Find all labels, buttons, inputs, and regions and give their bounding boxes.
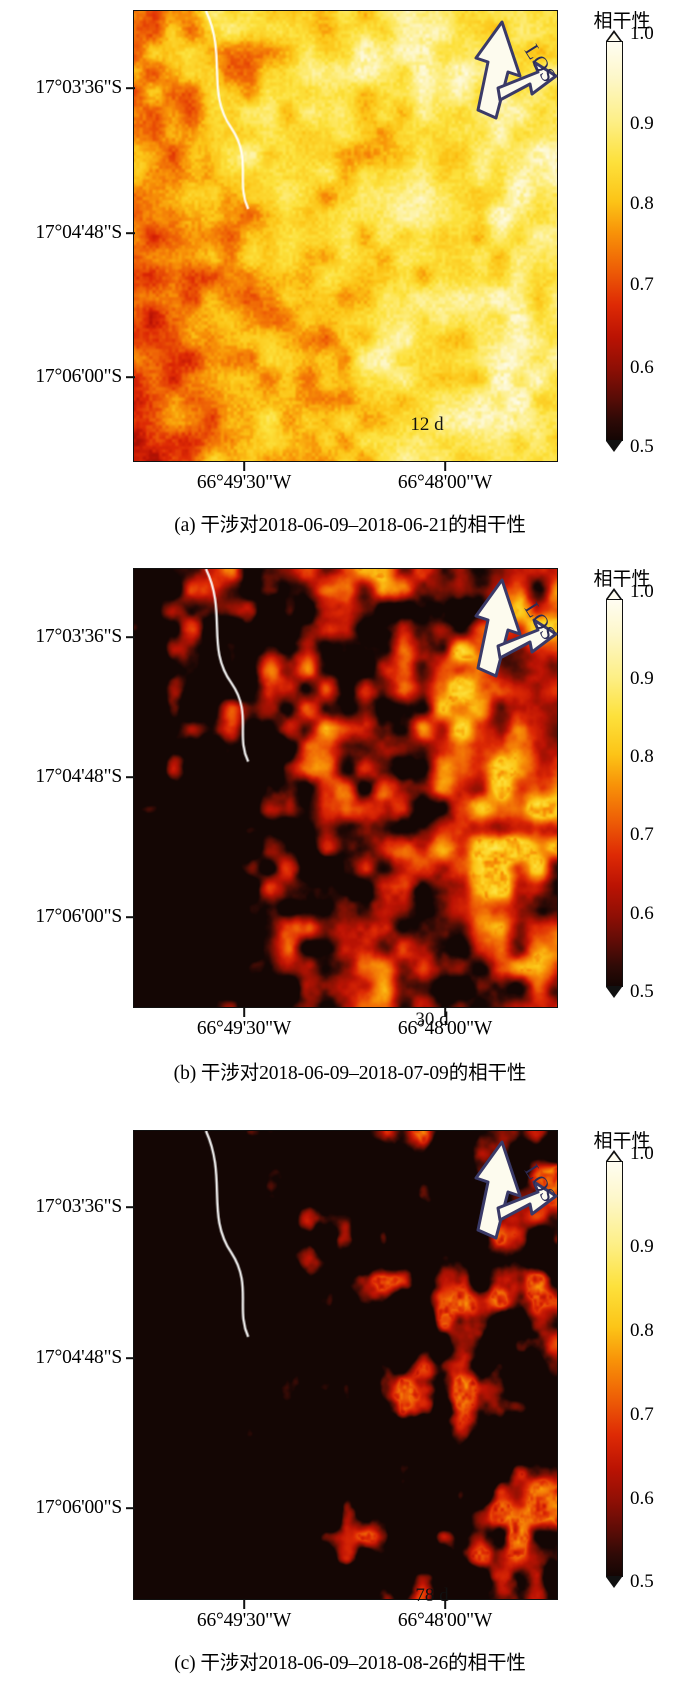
y-tick-c-2 xyxy=(126,1507,135,1509)
colorbar-tick-c-3: 0.7 xyxy=(630,1404,654,1425)
colorbar-tick-c-5: 0.5 xyxy=(630,1571,654,1592)
y-axis-label-a-1: 17°04'48"S xyxy=(35,222,122,243)
x-axis-label-c-0: 66°49'30"W xyxy=(196,1610,292,1631)
y-tick-a-0 xyxy=(126,87,135,89)
panel-c: 17°03'36"S 17°04'48"S 17°06'00"S 66°49'3… xyxy=(0,1108,700,1704)
los-indicator-b: LOS xyxy=(468,572,561,682)
x-tick-a-1 xyxy=(444,462,446,471)
colorbar-tick-c-4: 0.6 xyxy=(630,1488,654,1509)
colorbar-tick-b-5: 0.5 xyxy=(630,981,654,1002)
los-indicator-a: LOS xyxy=(468,14,561,124)
y-tick-b-1 xyxy=(126,776,135,778)
y-tick-a-2 xyxy=(126,376,135,378)
y-axis-label-b-0: 17°03'36"S xyxy=(35,626,122,647)
colorbar-tick-c-2: 0.8 xyxy=(630,1320,654,1341)
y-axis-label-a-2: 17°06'00"S xyxy=(35,366,122,387)
colorbar-tick-a-1: 0.9 xyxy=(630,113,654,134)
colorbar-title-a: 相干性 xyxy=(593,11,651,32)
x-axis-label-a-1: 66°48'00"W xyxy=(397,472,493,493)
colorbar-tick-a-4: 0.6 xyxy=(630,357,654,378)
colorbar-tick-a-2: 0.8 xyxy=(630,193,654,214)
colorbar-tick-b-0: 1.0 xyxy=(630,581,654,602)
y-axis-label-a-0: 17°03'36"S xyxy=(35,77,122,98)
y-tick-b-0 xyxy=(126,636,135,638)
colorbar-bottom-cap-b xyxy=(606,987,622,998)
y-axis-label-b-1: 17°04'48"S xyxy=(35,766,122,787)
x-axis-label-a-0: 66°49'30"W xyxy=(196,472,292,493)
x-tick-c-1 xyxy=(444,1600,446,1609)
colorbar-b xyxy=(606,599,623,987)
x-axis-label-b-1: 66°48'00"W xyxy=(397,1018,493,1039)
y-tick-c-0 xyxy=(126,1206,135,1208)
day-note-a: 12 d xyxy=(410,414,444,435)
x-tick-b-0 xyxy=(243,1008,245,1017)
colorbar-a xyxy=(606,41,623,441)
colorbar-tick-b-4: 0.6 xyxy=(630,903,654,924)
panel-caption-a: (a) 干涉对2018-06-09–2018-06-21的相干性 xyxy=(174,515,526,536)
day-note-b: 30 d xyxy=(415,1009,449,1030)
colorbar-tick-c-1: 0.9 xyxy=(630,1236,654,1257)
x-tick-b-1 xyxy=(444,1008,446,1017)
colorbar-tick-b-1: 0.9 xyxy=(630,668,654,689)
y-axis-label-b-2: 17°06'00"S xyxy=(35,906,122,927)
los-indicator-c: LOS xyxy=(468,1134,561,1244)
day-note-c: 78 d xyxy=(415,1585,449,1606)
colorbar-title-c: 相干性 xyxy=(593,1131,651,1152)
colorbar-tick-a-0: 1.0 xyxy=(630,23,654,44)
x-axis-label-c-1: 66°48'00"W xyxy=(397,1610,493,1631)
colorbar-top-cap-c xyxy=(606,1150,622,1161)
x-axis-label-b-0: 66°49'30"W xyxy=(196,1018,292,1039)
x-tick-a-0 xyxy=(243,462,245,471)
y-tick-b-2 xyxy=(126,916,135,918)
colorbar-bottom-cap-a xyxy=(606,441,622,452)
colorbar-tick-b-2: 0.8 xyxy=(630,746,654,767)
colorbar-title-b: 相干性 xyxy=(593,569,651,590)
colorbar-top-cap-a xyxy=(606,30,622,41)
y-tick-c-1 xyxy=(126,1357,135,1359)
panel-b: 17°03'36"S 17°04'48"S 17°06'00"S 66°49'3… xyxy=(0,548,700,1108)
y-axis-label-c-2: 17°06'00"S xyxy=(35,1497,122,1518)
colorbar-tick-a-3: 0.7 xyxy=(630,274,654,295)
colorbar-tick-c-0: 1.0 xyxy=(630,1143,654,1164)
colorbar-top-cap-b xyxy=(606,588,622,599)
colorbar-tick-b-3: 0.7 xyxy=(630,824,654,845)
coherence-map-b xyxy=(133,568,558,1008)
colorbar-tick-a-5: 0.5 xyxy=(630,436,654,457)
x-tick-c-0 xyxy=(243,1600,245,1609)
colorbar-bottom-cap-c xyxy=(606,1577,622,1588)
panel-caption-b: (b) 干涉对2018-06-09–2018-07-09的相干性 xyxy=(173,1063,527,1084)
colorbar-c xyxy=(606,1161,623,1577)
y-axis-label-c-0: 17°03'36"S xyxy=(35,1196,122,1217)
panel-caption-c: (c) 干涉对2018-06-09–2018-08-26的相干性 xyxy=(174,1653,526,1674)
y-axis-label-c-1: 17°04'48"S xyxy=(35,1347,122,1368)
panel-a: 17°03'36"S 17°04'48"S 17°06'00"S 66°49'3… xyxy=(0,0,700,548)
y-tick-a-1 xyxy=(126,232,135,234)
